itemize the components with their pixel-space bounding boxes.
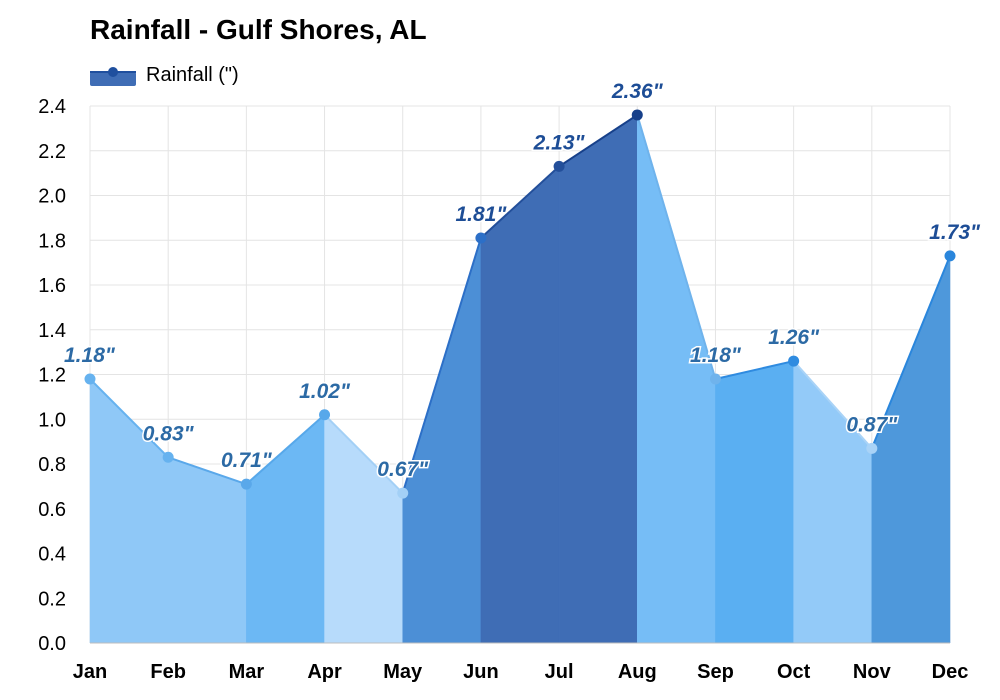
data-point — [240, 478, 252, 490]
data-point — [788, 355, 800, 367]
x-tick-label: Jul — [545, 661, 574, 683]
x-tick-label: May — [383, 661, 423, 683]
y-tick-label: 0.4 — [38, 544, 66, 566]
area-segment — [715, 360, 794, 644]
y-tick-label: 1.4 — [38, 320, 66, 342]
data-point — [944, 250, 956, 262]
data-label: 2.36" — [611, 80, 664, 103]
y-tick-label: 2.4 — [38, 96, 66, 118]
data-point — [319, 409, 331, 421]
y-tick-label: 1.0 — [38, 409, 66, 431]
x-tick-label: Mar — [229, 661, 265, 683]
data-point — [553, 160, 565, 172]
data-point — [475, 232, 487, 244]
y-tick-label: 0.8 — [38, 454, 66, 476]
data-label: 0.83" — [143, 422, 195, 445]
data-point — [84, 373, 96, 385]
data-point — [866, 442, 878, 454]
area-segment — [871, 255, 951, 644]
x-tick-label: Apr — [307, 661, 342, 683]
data-label: 1.81" — [455, 203, 507, 226]
y-tick-label: 0.6 — [38, 499, 66, 521]
y-tick-label: 1.6 — [38, 275, 66, 297]
data-label: 1.18" — [690, 344, 742, 367]
data-label: 0.67" — [377, 458, 429, 481]
x-tick-label: Feb — [150, 661, 186, 683]
series-line-segment — [245, 414, 326, 485]
series-line-segment — [89, 378, 169, 458]
series-line-segment — [167, 456, 247, 486]
y-tick-label: 1.2 — [38, 365, 66, 387]
series-line-segment — [323, 414, 404, 494]
series-line-segment — [792, 360, 873, 450]
data-label: 0.87" — [846, 413, 898, 436]
series-line-segment — [558, 114, 638, 168]
legend-swatch-marker — [108, 67, 118, 77]
chart-title: Rainfall - Gulf Shores, AL — [90, 14, 427, 45]
y-tick-label: 2.0 — [38, 186, 66, 208]
area-segment — [167, 456, 247, 644]
data-label: 1.18" — [64, 344, 116, 367]
x-tick-label: Jan — [73, 661, 107, 683]
x-tick-label: Jun — [463, 661, 499, 683]
data-point — [397, 487, 409, 499]
x-tick-label: Sep — [697, 661, 734, 683]
area-segment — [558, 114, 638, 644]
series-line-segment — [715, 360, 794, 380]
legend-label: Rainfall (") — [146, 63, 239, 86]
data-point — [709, 373, 721, 385]
area-segment — [324, 414, 403, 644]
x-tick-label: Nov — [853, 661, 892, 683]
area-segment — [402, 237, 482, 644]
data-label: 1.02" — [299, 380, 351, 403]
data-label: 2.13" — [533, 131, 586, 154]
series-line-segment — [401, 237, 482, 494]
x-tick-label: Aug — [618, 661, 657, 683]
x-tick-label: Dec — [932, 661, 969, 683]
series-line-segment — [636, 114, 717, 380]
y-tick-label: 1.8 — [38, 230, 66, 252]
data-label: 0.71" — [221, 449, 273, 472]
area-segment — [480, 165, 560, 644]
data-point — [631, 109, 643, 121]
legend-swatch-icon — [90, 67, 136, 86]
y-tick-label: 0.2 — [38, 588, 66, 610]
data-label: 1.26" — [768, 326, 820, 349]
data-label: 1.73" — [929, 221, 981, 244]
area-segment — [637, 114, 716, 644]
data-point — [162, 451, 174, 463]
y-tick-label: 2.2 — [38, 141, 66, 163]
legend-swatch-fill — [90, 72, 136, 86]
legend[interactable]: Rainfall (") — [90, 62, 239, 88]
y-tick-label: 0.0 — [38, 633, 66, 655]
series-line-segment — [480, 165, 560, 239]
x-tick-label: Oct — [777, 661, 811, 683]
series-line-segment — [870, 255, 951, 449]
